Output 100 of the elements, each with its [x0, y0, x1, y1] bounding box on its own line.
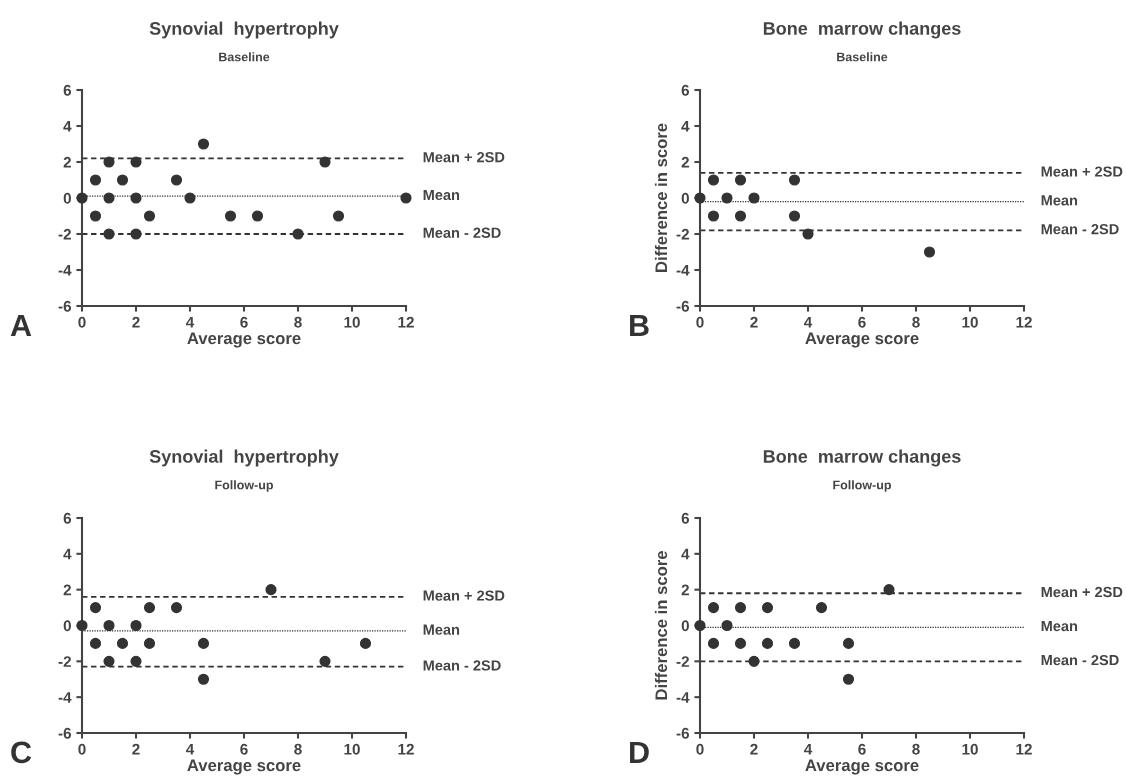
point: [734, 602, 747, 614]
x-tick-label: 6: [858, 743, 866, 755]
y-tick-label: -6: [676, 300, 690, 312]
y-tick-label: 4: [681, 548, 690, 560]
y-axis-title: Difference in score: [654, 551, 668, 700]
point: [170, 602, 183, 614]
x-tick-label: 6: [858, 316, 866, 328]
x-tick-label: 2: [750, 743, 758, 755]
y-tick-label: 0: [63, 192, 71, 204]
point: [116, 637, 129, 649]
text: C: [11, 741, 32, 764]
y-tick-label: 6: [63, 512, 72, 524]
point: [734, 174, 747, 186]
y-tick-label: 4: [681, 121, 690, 132]
x-tick-label: 4: [185, 743, 195, 755]
x-tick-label: 12: [398, 743, 414, 755]
y-tick-label: -4: [676, 265, 690, 276]
point: [802, 228, 814, 240]
point: [842, 673, 855, 685]
point: [89, 210, 102, 222]
y-tick-label: -2: [58, 656, 71, 667]
x-tick-label: 2: [132, 316, 140, 328]
point: [707, 602, 720, 614]
point: [707, 174, 720, 186]
point: [319, 655, 331, 667]
x-tick-label: 0: [78, 743, 86, 755]
point: [76, 192, 88, 204]
point: [184, 192, 196, 204]
x-tick-label: 10: [344, 316, 360, 328]
point: [359, 637, 372, 649]
chart-title: Bone marrow changes: [763, 21, 961, 39]
point: [103, 655, 115, 667]
point: [815, 602, 828, 614]
point: [761, 602, 774, 614]
x-tick-label: 8: [294, 316, 302, 328]
y-tick-label: 2: [63, 584, 71, 596]
x-tick-label: 4: [803, 743, 813, 755]
x-tick-label: 10: [962, 316, 978, 328]
text: D: [630, 741, 649, 763]
point: [707, 637, 720, 649]
point: [76, 619, 88, 632]
chart-subtitle: Follow-up: [215, 480, 273, 492]
x-tick-label: 8: [912, 316, 920, 328]
point: [130, 192, 142, 204]
point: [251, 210, 264, 222]
x-tick-label: 8: [912, 743, 920, 755]
y-tick-label: 6: [681, 512, 690, 524]
ref-line-label: Mean - 2SD: [423, 227, 501, 238]
point: [748, 192, 760, 204]
y-tick-label: -2: [58, 228, 71, 240]
point: [788, 174, 801, 186]
point: [103, 619, 115, 632]
text: A: [10, 314, 32, 336]
y-tick-label: 6: [63, 84, 72, 96]
point: [103, 156, 115, 168]
y-tick-label: 6: [681, 84, 690, 96]
ref-line-label: Mean + 2SD: [1041, 586, 1123, 598]
x-tick-label: 10: [344, 743, 360, 755]
y-tick-label: 2: [681, 584, 689, 596]
point: [170, 174, 183, 186]
ref-line-label: Mean: [423, 189, 460, 201]
point: [265, 584, 277, 596]
point: [694, 619, 706, 632]
ref-line-label: Mean: [423, 624, 460, 635]
x-tick-label: 4: [185, 316, 195, 328]
point: [883, 584, 895, 596]
y-tick-label: 0: [681, 192, 689, 204]
point: [130, 619, 142, 632]
point: [734, 210, 747, 222]
point: [788, 637, 801, 649]
point: [143, 210, 156, 222]
point: [143, 602, 156, 614]
chart-subtitle: Baseline: [219, 52, 270, 62]
point: [788, 210, 801, 222]
x-tick-label: 2: [750, 316, 758, 328]
y-tick-label: 0: [63, 620, 71, 632]
x-axis-title: Average score: [805, 759, 919, 775]
ref-line-label: Mean: [1041, 195, 1078, 206]
chart-subtitle: Baseline: [837, 52, 888, 62]
point: [103, 192, 115, 204]
x-tick-label: 6: [240, 316, 248, 328]
point: [707, 210, 720, 222]
text: B: [630, 314, 649, 336]
y-tick-label: -4: [58, 692, 72, 703]
y-tick-label: 2: [63, 156, 71, 168]
point: [89, 602, 102, 614]
y-axis-title: Difference in score: [654, 123, 668, 272]
point: [721, 192, 733, 204]
x-tick-label: 12: [398, 316, 414, 328]
point: [143, 637, 156, 649]
point: [224, 210, 237, 222]
y-tick-label: -4: [58, 265, 72, 276]
point: [89, 174, 102, 186]
ref-line-label: Mean + 2SD: [423, 151, 505, 163]
point: [694, 192, 706, 204]
point: [130, 156, 142, 168]
point: [116, 174, 129, 186]
x-tick-label: 0: [78, 316, 86, 328]
point: [332, 210, 345, 222]
ref-line-label: Mean + 2SD: [1041, 166, 1123, 177]
